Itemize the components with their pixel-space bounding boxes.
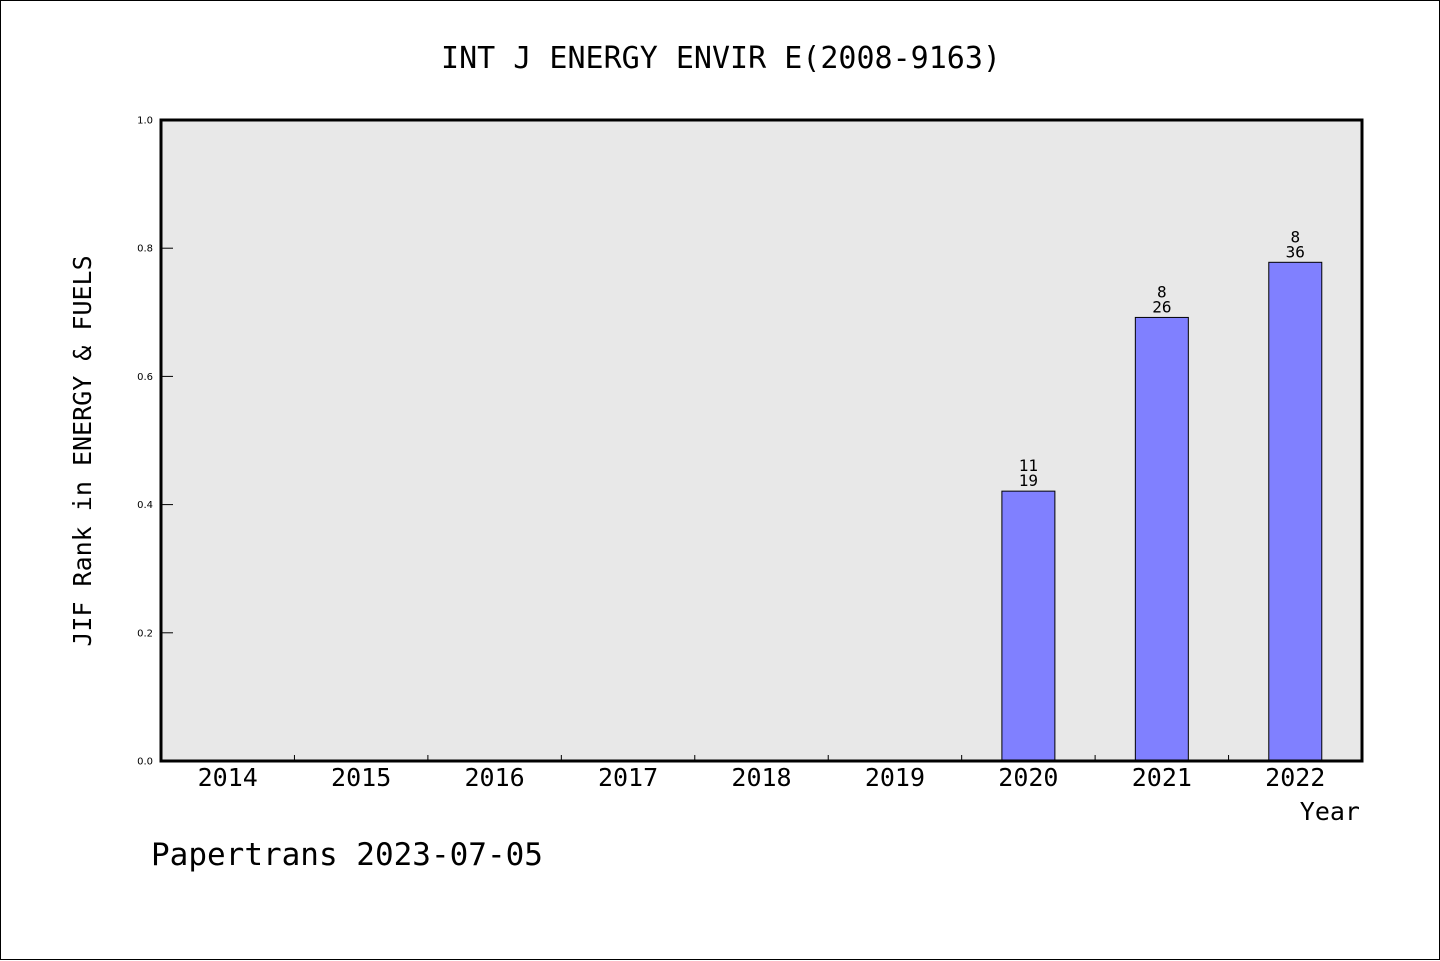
chart-title: INT J ENERGY ENVIR E(2008-9163)	[441, 41, 1001, 76]
bar-2022	[1268, 261, 1323, 762]
y-axis-label: JIF Rank in ENERGY & FUELS	[68, 255, 97, 646]
x-tick-label-2022: 2022	[1265, 763, 1325, 792]
x-tick-label-2017: 2017	[598, 763, 658, 792]
bar-2020	[1001, 490, 1056, 762]
footer-credit: Papertrans 2023-07-05	[151, 837, 543, 873]
x-tick-label-2019: 2019	[865, 763, 925, 792]
bar-label-bottom-2022: 36	[1286, 242, 1305, 261]
x-tick-label-2016: 2016	[465, 763, 525, 792]
bar-label-top-2021: 8	[1157, 282, 1167, 301]
x-tick-label-2020: 2020	[998, 763, 1058, 792]
plot-border	[159, 118, 1364, 763]
bar-label-bottom-2021: 26	[1152, 297, 1171, 316]
y-tick-label-1: 0.2	[137, 628, 153, 639]
x-tick-label-2021: 2021	[1132, 763, 1192, 792]
x-tick-label-2015: 2015	[331, 763, 391, 792]
bar-label-bottom-2020: 19	[1019, 471, 1038, 490]
bar-label-top-2022: 8	[1290, 227, 1300, 246]
y-tick-label-5: 1.0	[137, 116, 153, 127]
y-tick-label-3: 0.6	[137, 372, 153, 383]
y-tick-label-0: 0.0	[137, 757, 153, 768]
bars-group	[1001, 261, 1323, 762]
x-tick-label-2014: 2014	[198, 763, 258, 792]
x-axis-label: Year	[1300, 797, 1360, 826]
y-tick-label-2: 0.4	[137, 500, 153, 511]
bar-label-top-2020: 11	[1019, 456, 1038, 475]
bar-2021	[1134, 316, 1189, 762]
x-axis-ticks: 2014 2015 2016 2017 2018 2019 2020 2021 2022	[198, 755, 1325, 792]
x-tick-label-2018: 2018	[731, 763, 791, 792]
y-tick-label-4: 0.8	[137, 244, 153, 255]
